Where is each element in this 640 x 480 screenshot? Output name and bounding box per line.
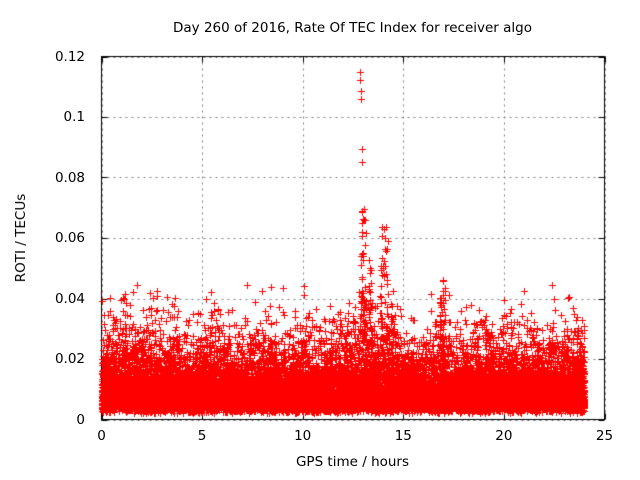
x-tick-label: 15: [394, 428, 412, 444]
x-axis-label: GPS time / hours: [295, 454, 410, 470]
y-tick-label: 0.06: [54, 230, 85, 246]
chart-title: Day 260 of 2016, Rate Of TEC Index for r…: [173, 20, 532, 36]
y-tick-label: 0.02: [54, 351, 85, 367]
x-tick-label: 20: [495, 428, 513, 444]
y-tick-label: 0: [76, 411, 85, 428]
y-tick-label: 0.1: [63, 109, 85, 125]
y-tick-label: 0.08: [54, 169, 85, 186]
x-tick-label: 5: [197, 428, 207, 444]
x-tick-label: 0: [97, 428, 106, 444]
x-tick-label: 10: [294, 428, 312, 444]
x-tick-label: 25: [595, 428, 614, 444]
y-tick-label: 0.04: [54, 290, 85, 307]
y-tick-label: 0.12: [54, 48, 85, 65]
